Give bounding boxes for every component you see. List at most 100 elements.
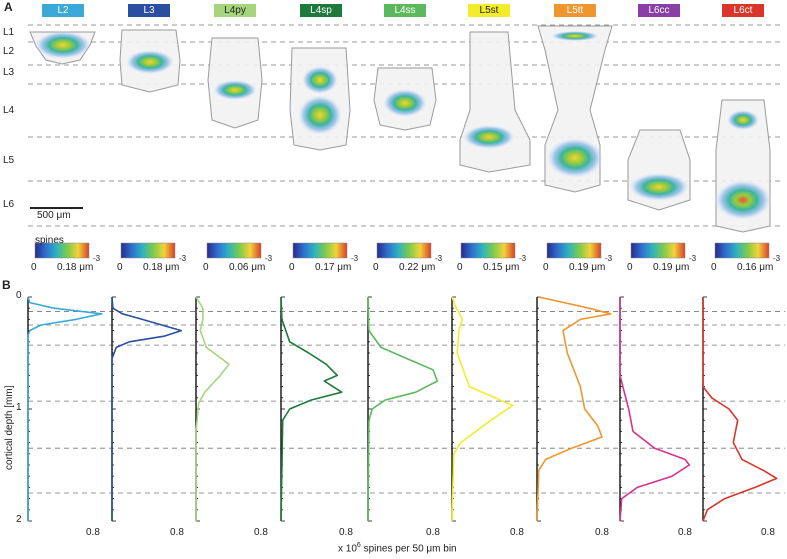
spine-density-heatmap: [715, 180, 771, 220]
colorbar: [460, 242, 516, 259]
series-line-l6ct: [702, 297, 778, 522]
spine-density-heatmap: [727, 110, 759, 130]
morphology-shapes: [29, 25, 771, 233]
spine-density-heatmap: [629, 173, 689, 201]
spine-density-heatmap: [551, 31, 599, 41]
cell-type-label: L5tt: [554, 4, 596, 17]
colorbar-exponent: -3: [519, 254, 527, 263]
depth-boundary-lines: [28, 311, 785, 494]
spine-density-heatmap: [35, 31, 91, 59]
colorbar-exponent: -3: [179, 254, 187, 263]
x-tick-label: 0.8: [761, 527, 775, 538]
colorbar-min-label: 0: [543, 262, 549, 273]
colorbar-max-label: 0.18 μm: [57, 262, 94, 273]
colorbar-exponent: -3: [93, 254, 101, 263]
x-axis-label: x 106 spines per 50 μm bin: [338, 542, 457, 554]
colorbar-min-label: 0: [117, 262, 123, 273]
y-axis-label: cortical depth [mm]: [4, 385, 15, 470]
series-line-l5tt: [536, 296, 612, 522]
spine-density-heatmap: [126, 50, 174, 74]
x-tick-label: 0.8: [339, 527, 353, 538]
layer-label: L1: [3, 27, 15, 38]
y-tick-label: 2: [16, 514, 22, 525]
series-line-l4ss: [367, 296, 439, 522]
cell-type-label: L2: [42, 4, 84, 17]
colorbar: [714, 242, 770, 259]
colorbar-exponent: -3: [605, 254, 613, 263]
spine-density-heatmap: [547, 138, 603, 178]
subplot-l4sp: [280, 296, 343, 522]
colorbar-min-label: 0: [373, 262, 379, 273]
x-tick-label: 0.8: [86, 527, 100, 538]
panel-b-label: B: [2, 278, 11, 292]
cell-type-label: L4py: [214, 4, 256, 17]
colorbar-exponent: -3: [265, 254, 273, 263]
subplot-l5st: [451, 296, 514, 522]
layer-label: L4: [3, 105, 15, 116]
series-line-l4sp: [280, 296, 343, 522]
spine-density-heatmap: [383, 89, 427, 117]
colorbar-max-label: 0.22 μm: [399, 262, 436, 273]
subplot-l4py: [195, 296, 230, 522]
panel-a-morphologies: [28, 24, 782, 259]
colorbar-min-label: 0: [31, 262, 37, 273]
cell-type-label: L5st: [468, 4, 510, 17]
series-line-l4py: [195, 296, 230, 521]
subplot-l2: [27, 296, 103, 522]
panel-b-chart: [27, 296, 785, 522]
colorbar-max-label: 0.06 μm: [229, 262, 266, 273]
colorbar-exponent: -3: [689, 254, 697, 263]
colorbar: [376, 242, 432, 259]
spine-density-heatmap: [302, 66, 338, 94]
colorbar: [292, 242, 348, 259]
spine-density-heatmap: [463, 125, 515, 149]
colorbar-max-label: 0.19 μm: [569, 262, 606, 273]
panel-a-label: A: [4, 0, 13, 14]
subplot-l3: [111, 296, 183, 522]
subplot-l5tt: [536, 296, 612, 522]
scale-bar-label: 500 μm: [37, 210, 71, 221]
cell-morphology-outline: [459, 31, 531, 173]
x-axis-label-prefix: x 10: [338, 543, 357, 555]
cell-type-label: L4sp: [300, 4, 342, 17]
x-tick-label: 0.8: [595, 527, 609, 538]
x-tick-label: 0.8: [678, 527, 692, 538]
x-tick-label: 0.8: [426, 527, 440, 538]
x-tick-label: 0.8: [170, 527, 184, 538]
y-tick-label: 1: [16, 402, 22, 413]
spine-density-heatmap: [298, 95, 342, 135]
colorbar: [546, 242, 602, 259]
colorbar-min-label: 0: [203, 262, 209, 273]
layer-label: L5: [3, 155, 15, 166]
subplot-l6cc: [619, 296, 691, 522]
x-tick-label: 0.8: [254, 527, 268, 538]
cell-type-label: L6ct: [722, 4, 764, 17]
series-line-l5st: [451, 296, 514, 522]
cell-type-label: L3: [128, 4, 170, 17]
colorbar: [34, 242, 90, 259]
colorbar-exponent: -3: [435, 254, 443, 263]
cell-type-label: L4ss: [384, 4, 426, 17]
x-tick-label: 0.8: [510, 527, 524, 538]
colorbar-min-label: 0: [711, 262, 717, 273]
x-axis-label-suffix: spines per 50 μm bin: [360, 543, 457, 555]
colorbar-exponent: -3: [773, 254, 781, 263]
x-axis-label-exp: 6: [356, 542, 361, 549]
colorbar-min-label: 0: [289, 262, 295, 273]
colorbar-min-label: 0: [627, 262, 633, 273]
colorbar: [120, 242, 176, 259]
layer-label: L3: [3, 67, 15, 78]
colorbar-max-label: 0.17 μm: [315, 262, 352, 273]
series-line-l2: [27, 296, 103, 521]
series-line-l6cc: [619, 297, 691, 522]
spines-label: spines: [35, 235, 64, 246]
spine-density-heatmap: [213, 80, 257, 100]
colorbars: [34, 242, 770, 259]
colorbar-max-label: 0.19 μm: [653, 262, 690, 273]
colorbar-exponent: -3: [351, 254, 359, 263]
series-line-l3: [111, 296, 183, 521]
layer-label: L2: [3, 46, 15, 57]
subplot-l6ct: [702, 296, 778, 522]
colorbar: [206, 242, 262, 259]
